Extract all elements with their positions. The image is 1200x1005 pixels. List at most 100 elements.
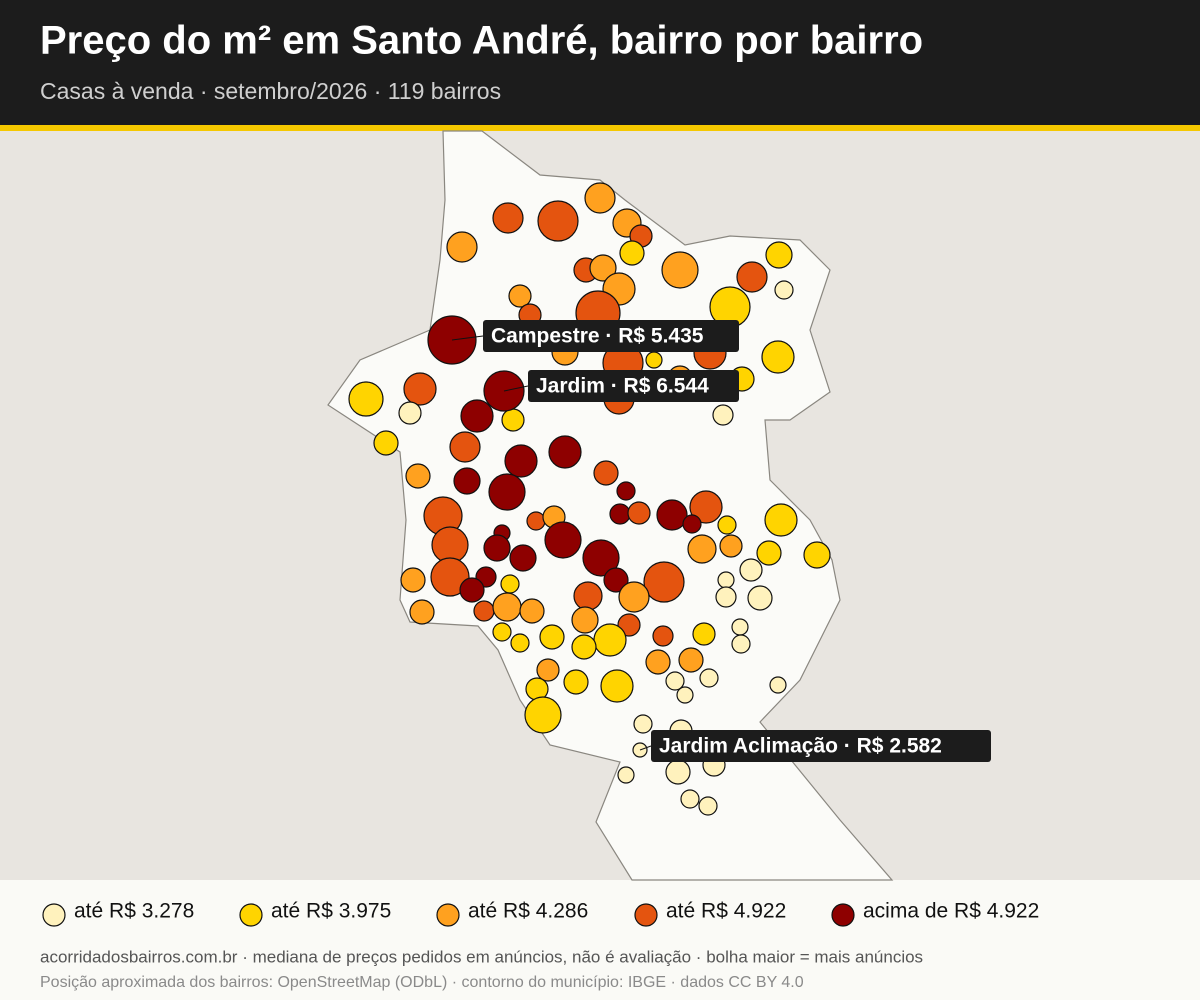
legend-bg [0,880,1200,1000]
bubble [500,574,520,594]
bubble [627,501,651,525]
municipality-outline [327,130,894,881]
bubble [571,634,597,660]
bubble [492,592,522,622]
bubble [731,634,751,654]
callout-box [528,370,739,402]
bubble [536,658,560,682]
footer-source: acorridadosbairros.com.br · mediana de p… [40,947,923,966]
bubble [409,599,435,625]
bubble [774,280,794,300]
legend-label: até R$ 3.278 [74,900,194,923]
legend-swatch [634,903,658,927]
legend-swatch [831,903,855,927]
bubble [403,372,437,406]
callout-leader [451,335,484,341]
bubble [692,622,716,646]
footer-credits: Posição aproximada dos bairros: OpenStre… [40,974,804,991]
bubble [348,381,384,417]
bubble [524,696,562,734]
bubble [756,540,782,566]
bubble [715,586,737,608]
callout-layer: Campestre · R$ 5.435 Jardim · R$ 6.544 Jar… [451,320,991,762]
bubble [619,240,645,266]
bubble [582,539,620,577]
bubble [643,561,685,603]
bubble [717,571,735,589]
bubble [459,577,485,603]
bubble [719,534,743,558]
bubble [571,606,599,634]
bubble [687,534,717,564]
bubble [769,676,787,694]
bubble [446,231,478,263]
callout-label: Jardim · R$ 6.544 [536,375,709,398]
bubble [593,460,619,486]
bubble [501,408,525,432]
bubble [584,182,616,214]
bubble [665,671,685,691]
bubble [544,521,582,559]
bubble [689,490,723,524]
callout-label: Campestre · R$ 5.435 [491,325,704,348]
bubble [398,401,422,425]
header-bg [0,0,1200,125]
header-rule [0,125,1200,131]
bubble [665,759,691,785]
bubble [519,598,545,624]
bubble [539,624,565,650]
legend-label: até R$ 4.922 [666,900,786,923]
bubble [616,481,636,501]
bubble [712,404,734,426]
bubble [731,618,749,636]
bubble [526,511,546,531]
bubble [618,581,650,613]
bubble [492,202,524,234]
bubble [573,581,603,611]
bubble [617,766,635,784]
bubble [765,241,793,269]
bubble [510,633,530,653]
bubble [488,473,526,511]
bubble [656,499,688,531]
callout-label: Jardim Aclimação · R$ 2.582 [659,735,942,758]
bubble [652,625,674,647]
subtitle: Casas à venda · setembro/2026 · 119 bair… [40,78,501,104]
bubble [460,399,494,433]
bubble [698,796,718,816]
legend: até R$ 3.278 até R$ 3.975 até R$ 4.286 até … [42,900,1039,927]
bubble [682,514,702,534]
bubble [449,431,481,463]
callout-box [483,320,739,352]
title: Preço do m² em Santo André, bairro por b… [40,19,923,63]
bubble [563,669,589,695]
callout-leader [503,385,529,392]
bubble [600,669,634,703]
bubble [492,622,512,642]
bubble [633,714,653,734]
bubble [645,351,663,369]
bubble [609,503,631,525]
bubble [803,541,831,569]
bubble [548,435,582,469]
legend-swatch [239,903,263,927]
legend-label: até R$ 4.286 [468,900,588,923]
legend-label: até R$ 3.975 [271,900,391,923]
bubble [589,254,617,282]
bubble [405,463,431,489]
legend-label: acima de R$ 4.922 [863,900,1039,923]
bubble [678,647,704,673]
bubble [400,567,426,593]
bubble [676,686,694,704]
callout-box [651,730,991,762]
legend-swatch [436,903,460,927]
bubble [739,558,763,582]
bubble [764,503,798,537]
bubble [509,544,537,572]
bubble [483,534,511,562]
bubble [537,200,579,242]
bubble [504,444,538,478]
bubble [761,340,795,374]
